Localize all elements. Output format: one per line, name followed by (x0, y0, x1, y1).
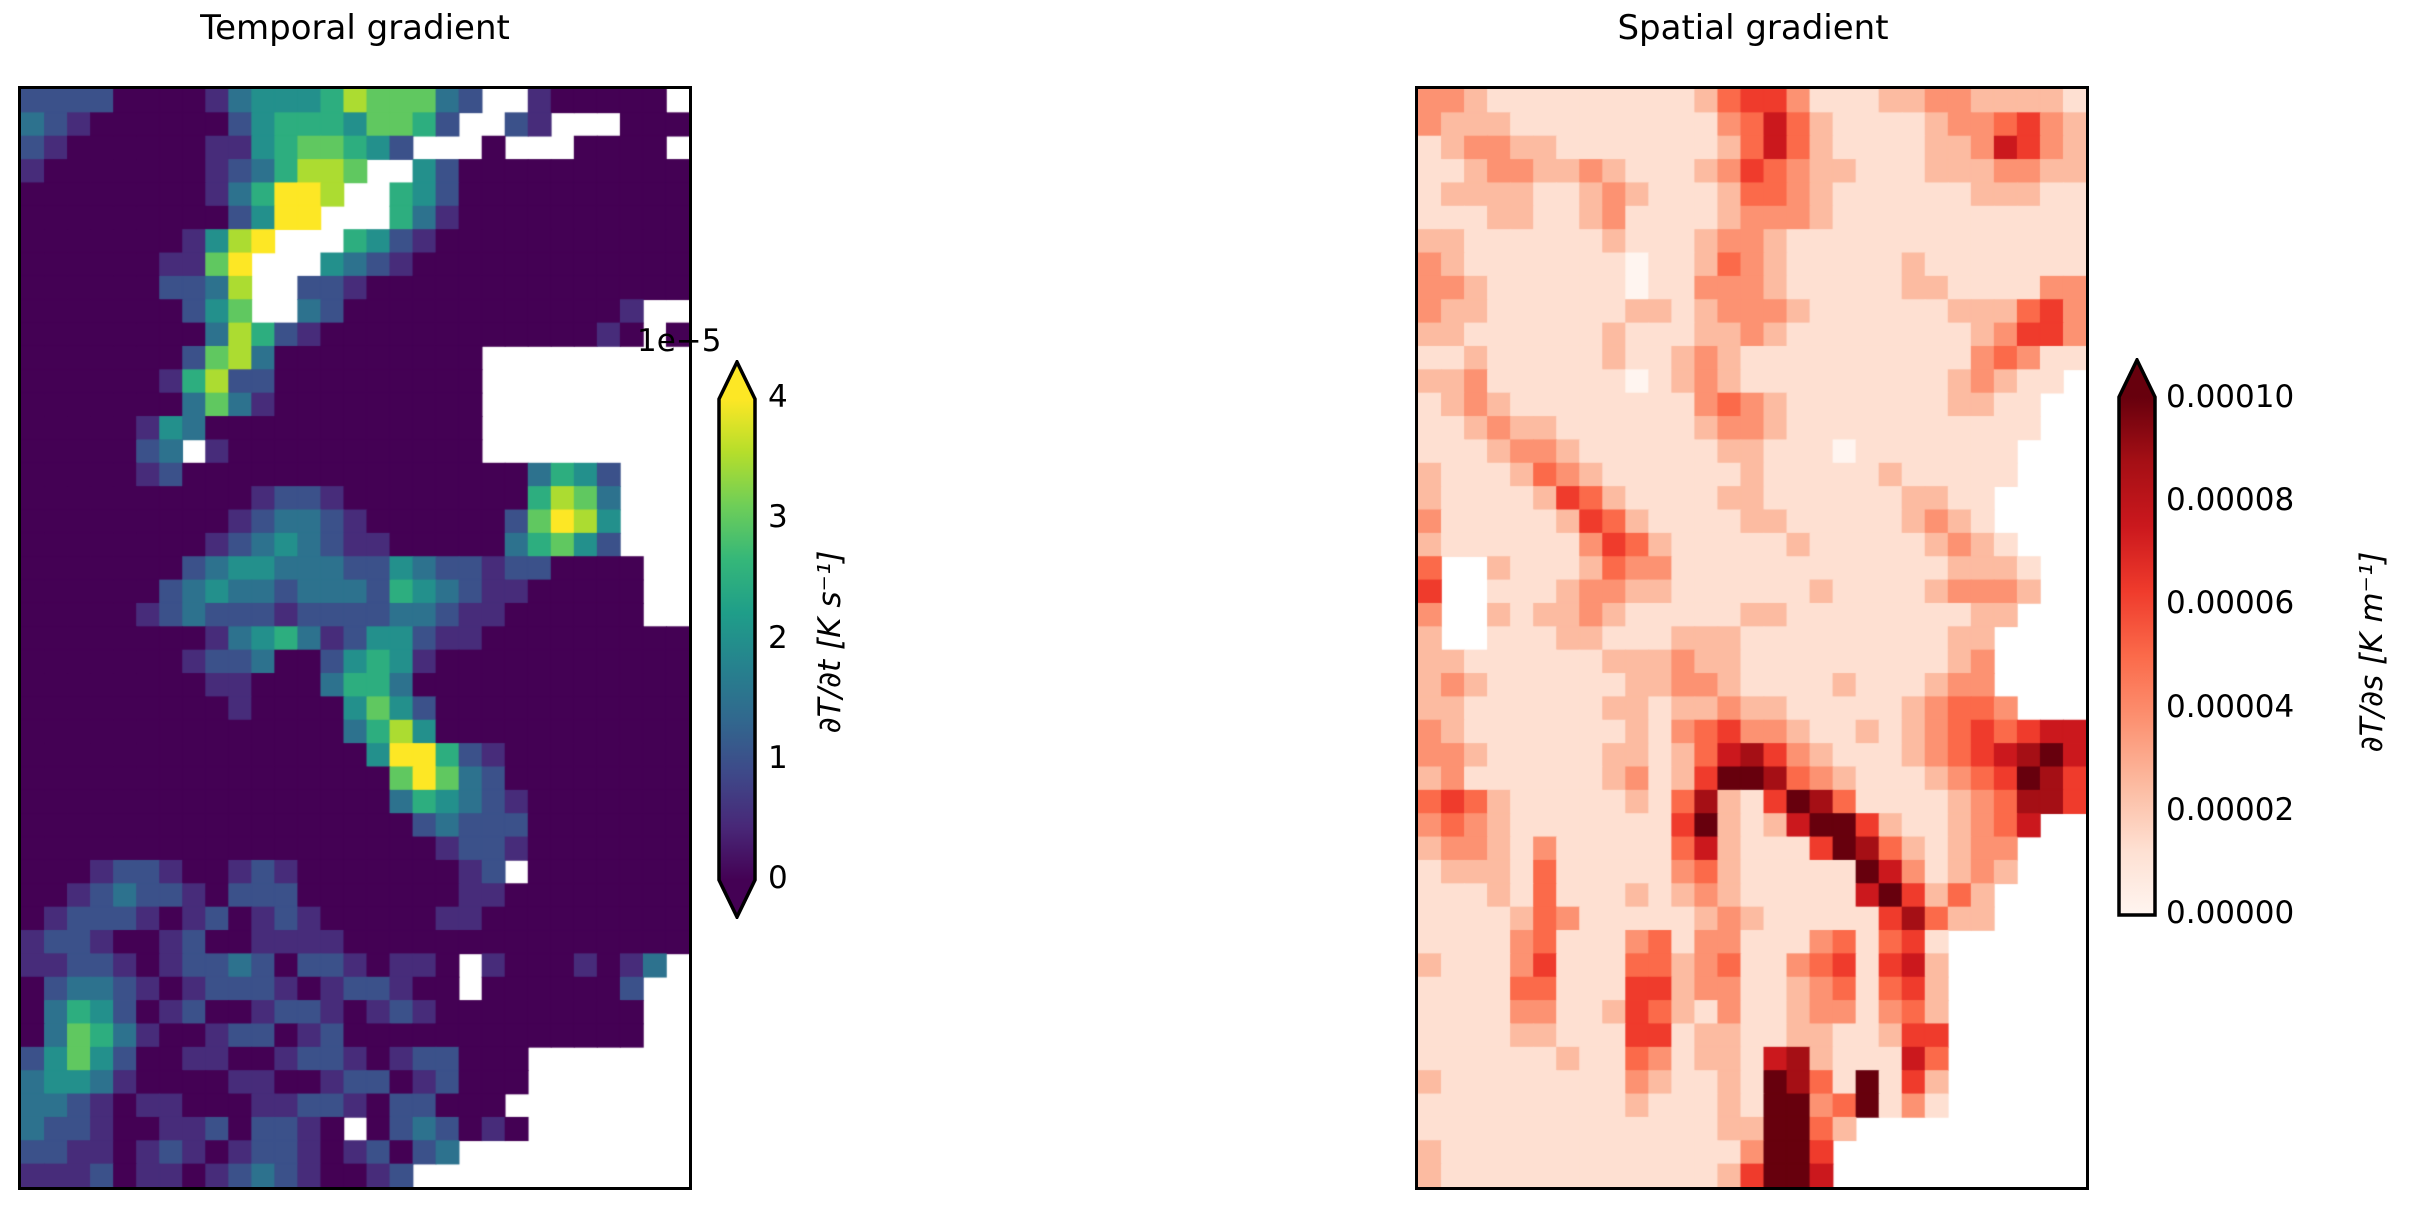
left-colorbar-label: ∂T/∂t [K s⁻¹] (812, 550, 848, 734)
right-heatmap-frame (1415, 86, 2089, 1190)
colorbar-tick-label: 4 (768, 379, 788, 415)
colorbar-tick-label: 0.00008 (2166, 482, 2295, 519)
colorbar-tick-label: 0.00000 (2166, 895, 2295, 931)
colorbar-tick-label: 2 (768, 619, 788, 656)
colorbar-tick-label: 0.00006 (2166, 585, 2295, 622)
right-colorbar-label: ∂T/∂s [K m⁻¹] (2354, 551, 2390, 753)
left-heatmap-canvas (21, 89, 689, 1187)
colorbar-tick-label: 0.00010 (2166, 379, 2295, 415)
right-heatmap-canvas (1418, 89, 2086, 1187)
left-colorbar-offset-text: 1e−5 (637, 323, 722, 359)
colorbar-tick-label: 0.00002 (2166, 791, 2295, 828)
right-panel-title: Spatial gradient (1617, 8, 1889, 48)
right-colorbar (2117, 358, 2157, 917)
colorbar-tick-label: 0.00004 (2166, 688, 2295, 725)
left-colorbar (717, 360, 757, 919)
left-panel-title: Temporal gradient (200, 8, 510, 48)
colorbar-tick-label: 1 (768, 739, 788, 776)
colorbar-tick-label: 3 (768, 499, 788, 536)
colorbar-tick-label: 0 (768, 860, 788, 896)
left-heatmap-frame (18, 86, 692, 1190)
